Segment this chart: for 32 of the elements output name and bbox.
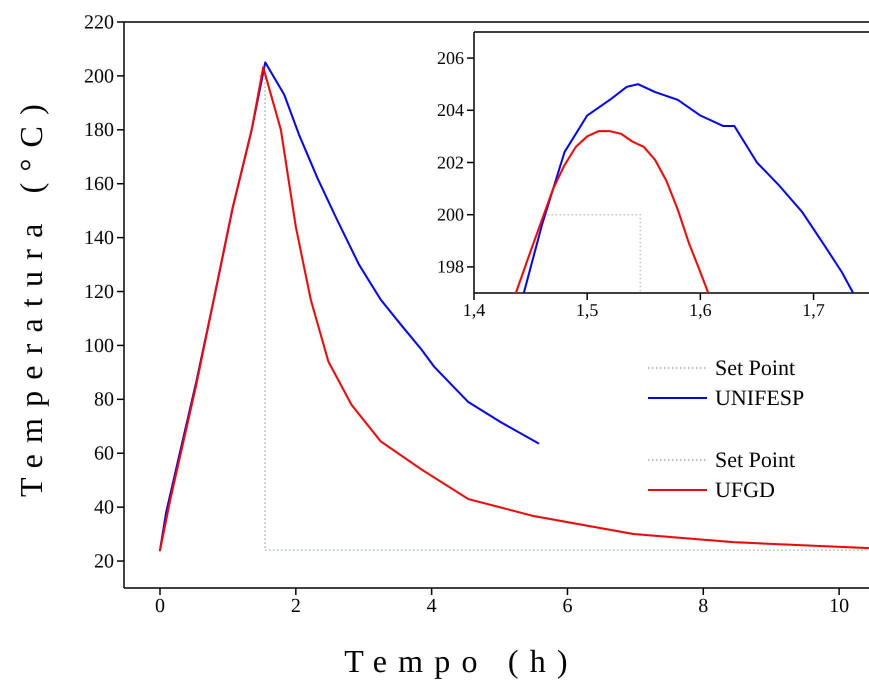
x-tick-label: 1,5: [576, 300, 598, 320]
x-axis-title: Tempo (h): [344, 643, 579, 679]
y-tick-label: 100: [84, 334, 114, 357]
y-axis-title: Temperatura (°C): [13, 93, 49, 497]
x-tick-label: 4: [426, 595, 437, 618]
y-tick-label: 180: [84, 119, 114, 142]
legend-label: UFGD: [715, 477, 775, 502]
y-tick-label: 80: [94, 388, 114, 411]
legend-label: UNIFESP: [715, 385, 804, 410]
x-tick-label: 6: [562, 595, 572, 618]
y-tick-label: 206: [437, 48, 464, 68]
x-tick-label: 1,7: [802, 300, 825, 320]
y-tick-label: 60: [94, 442, 114, 465]
x-tick-label: 0: [154, 595, 165, 618]
y-tick-label: 40: [94, 496, 114, 519]
legend-label: Set Point: [715, 355, 796, 380]
y-tick-label: 204: [437, 100, 464, 120]
y-tick-label: 160: [84, 173, 114, 196]
x-tick-label: 1,6: [689, 300, 712, 320]
legend-label: Set Point: [715, 447, 796, 472]
y-tick-label: 220: [84, 11, 114, 34]
y-tick-label: 200: [437, 204, 464, 224]
x-tick-label: 2: [290, 595, 301, 618]
x-tick-label: 1,4: [462, 300, 486, 320]
y-tick-label: 200: [84, 65, 114, 88]
y-tick-label: 20: [94, 550, 114, 572]
y-tick-label: 198: [437, 256, 464, 277]
y-tick-label: 140: [84, 227, 114, 250]
x-tick-label: 10: [829, 595, 850, 618]
y-tick-label: 202: [437, 152, 464, 172]
x-tick-label: 8: [698, 595, 708, 618]
y-tick-label: 120: [84, 280, 114, 303]
